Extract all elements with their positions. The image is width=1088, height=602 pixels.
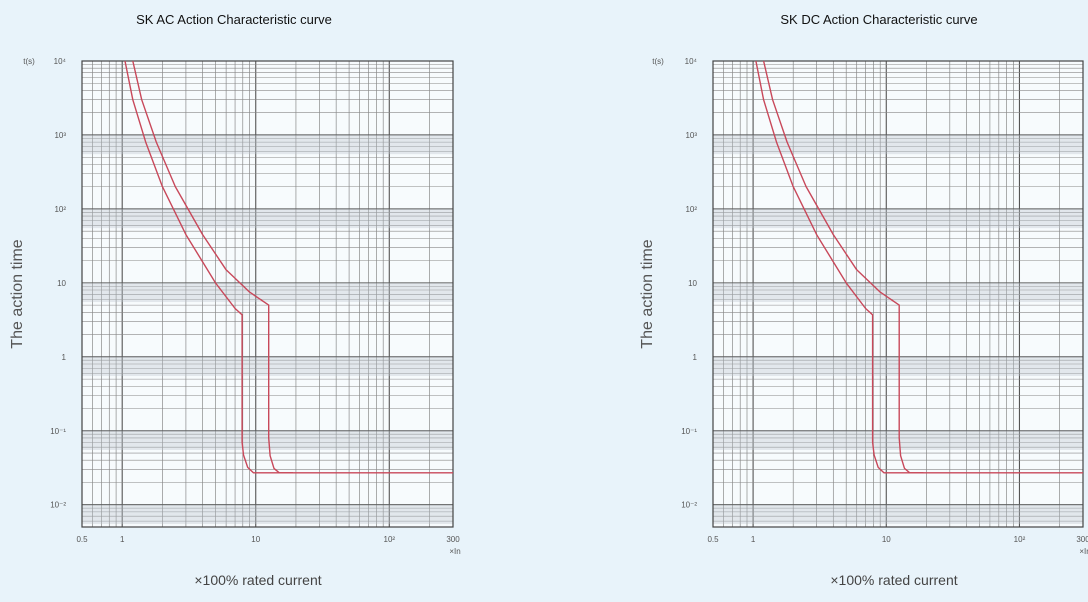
dc-decade-band	[713, 282, 1083, 303]
ac-decade-band	[82, 134, 453, 155]
dc-chart-title: SK DC Action Characteristic curve	[780, 12, 977, 27]
dc-y-tick-label: 10⁴	[685, 57, 698, 66]
ac-y-tick-label: 10³	[54, 131, 66, 140]
dc-x-tick-label: 300	[1076, 535, 1088, 544]
dc-y-tick-label: 10⁻¹	[681, 427, 697, 436]
dc-decade-band	[713, 504, 1083, 524]
ac-y-tick-label: 10⁻²	[50, 501, 66, 510]
ac-grid	[81, 61, 454, 528]
ac-chart-title: SK AC Action Characteristic curve	[136, 12, 332, 27]
ac-x-tick-label: 10²	[384, 535, 396, 544]
ac-decade-band	[82, 282, 453, 303]
dc-x-tick-label: 10	[882, 535, 891, 544]
ac-y-tick-label: 10²	[54, 205, 66, 214]
dc-chart: SK DC Action Characteristic curve 10⁴ 10³ 1…	[639, 12, 1088, 588]
ac-chart: SK AC Action Characteristic curve 10⁴ 10³ 1…	[9, 12, 461, 588]
ac-y-tick-label: 1	[62, 353, 67, 362]
ac-plot-area	[82, 61, 453, 527]
dc-plot-frame	[712, 60, 1084, 528]
ac-x-tick-label: 300	[446, 535, 460, 544]
dc-x-unit: ×In	[1079, 547, 1088, 556]
dc-y-tick-label: 10²	[685, 205, 697, 214]
dc-decade-band	[713, 208, 1083, 229]
dc-x-axis-label: ×100% rated current	[830, 572, 957, 588]
ac-curve-lower	[124, 60, 453, 474]
dc-curve-lower	[755, 60, 1083, 474]
ac-y-tick-label: 10⁴	[54, 57, 67, 66]
dc-y-tick-label: 1	[693, 353, 698, 362]
dc-x-tick-label: 10²	[1014, 535, 1026, 544]
ac-decade-band	[82, 208, 453, 229]
dc-x-tick-label: 1	[751, 535, 756, 544]
ac-y-tick-label: 10	[57, 279, 66, 288]
dc-decade-band	[713, 356, 1083, 377]
ac-x-tick-label: 0.5	[76, 535, 88, 544]
ac-plot-frame	[81, 60, 454, 528]
dc-plot-area	[713, 61, 1083, 527]
ac-x-axis-label: ×100% rated current	[194, 572, 321, 588]
dc-decade-band	[713, 430, 1083, 450]
ac-x-unit: ×In	[449, 547, 460, 556]
ac-x-tick-label: 1	[120, 535, 125, 544]
dc-x-tick-label: 0.5	[707, 535, 719, 544]
dc-y-tick-label: 10	[688, 279, 697, 288]
dc-grid	[712, 61, 1084, 528]
dc-decade-band	[713, 134, 1083, 155]
ac-decade-band	[82, 356, 453, 377]
dc-curve-upper	[762, 60, 924, 474]
ac-curve-upper	[132, 60, 293, 474]
ac-decade-band	[82, 504, 453, 524]
ac-y-tick-label: 10⁻¹	[50, 427, 66, 436]
ac-y-unit: t(s)	[23, 57, 35, 66]
dc-y-axis-label: The action time	[639, 239, 656, 348]
ac-y-axis-label: The action time	[9, 239, 26, 348]
ac-decade-band	[82, 430, 453, 450]
dc-chart-panel: SK DC Action Characteristic curve 10⁴ 10³ 1…	[630, 0, 1088, 602]
dc-y-unit: t(s)	[652, 57, 664, 66]
ac-chart-panel: SK AC Action Characteristic curve 10⁴ 10³ 1…	[9, 12, 461, 588]
ac-x-tick-label: 10	[251, 535, 260, 544]
dc-y-tick-label: 10⁻²	[681, 501, 697, 510]
dc-y-tick-label: 10³	[685, 131, 697, 140]
